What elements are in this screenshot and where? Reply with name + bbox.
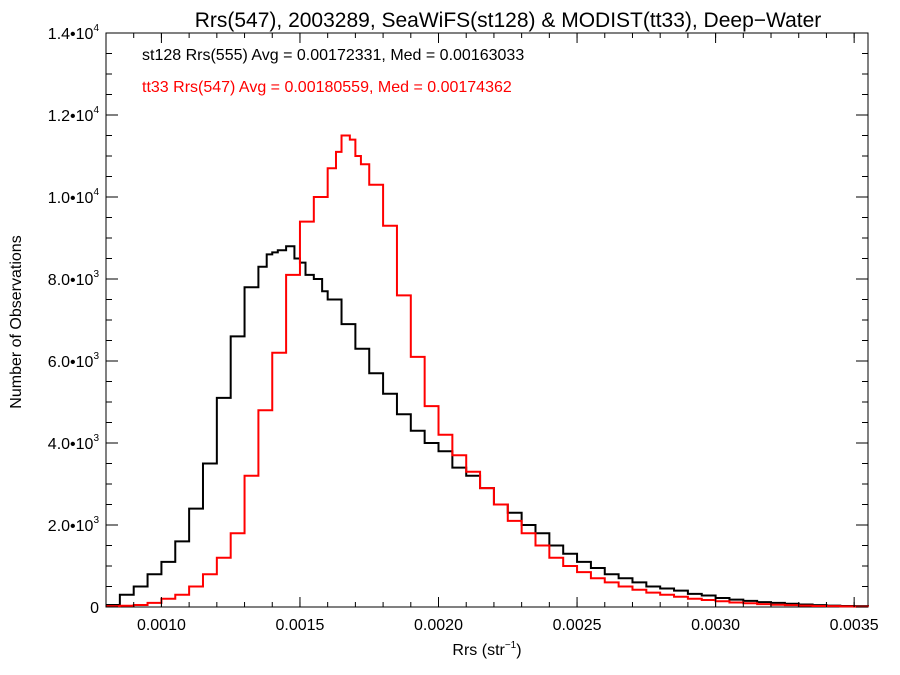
series-line-0	[106, 245, 869, 608]
y-tick-label: 2.0•103	[48, 515, 100, 535]
y-tick-label: 0	[90, 600, 99, 617]
x-axis-label-close: )	[516, 642, 521, 659]
x-axis: 0.0010 0.0015 0.0020 0.0025 0.0030 0.0035	[105, 33, 879, 634]
series-layer	[106, 134, 869, 608]
series-line-1	[106, 134, 869, 608]
x-tick-label: 0.0025	[553, 617, 602, 634]
x-tick-label: 0.0015	[275, 617, 324, 634]
x-axis-label-text: Rrs (str	[452, 642, 505, 659]
x-tick-label: 0.0010	[137, 617, 186, 634]
y-tick-label: 4.0•103	[48, 433, 100, 453]
plot-frame	[105, 32, 869, 608]
y-tick-label: 6.0•103	[48, 351, 100, 371]
y-axis: 0 2.0•103 4.0•103 6.0•103 8.0•103 1.0•104 1.2•…	[48, 23, 868, 617]
y-axis-label: Number of Observations	[8, 235, 25, 408]
x-tick-label: 0.0030	[691, 617, 740, 634]
y-tick-label: 1.2•104	[48, 105, 100, 125]
y-tick-label: 1.0•104	[48, 187, 100, 207]
annotation-tt33: tt33 Rrs(547) Avg = 0.00180559, Med = 0.…	[142, 79, 512, 96]
x-tick-label: 0.0020	[414, 617, 463, 634]
annotation-st128: st128 Rrs(555) Avg = 0.00172331, Med = 0…	[142, 47, 524, 64]
x-axis-label: Rrs (str−1)	[452, 640, 521, 659]
chart-title: Rrs(547), 2003289, SeaWiFS(st128) & MODI…	[195, 9, 822, 32]
plot-border	[105, 32, 869, 608]
x-tick-label: 0.0035	[830, 617, 879, 634]
y-tick-label: 8.0•103	[48, 269, 100, 289]
x-axis-label-superscript: −1	[505, 640, 517, 651]
y-tick-label: 1.4•104	[48, 23, 100, 43]
